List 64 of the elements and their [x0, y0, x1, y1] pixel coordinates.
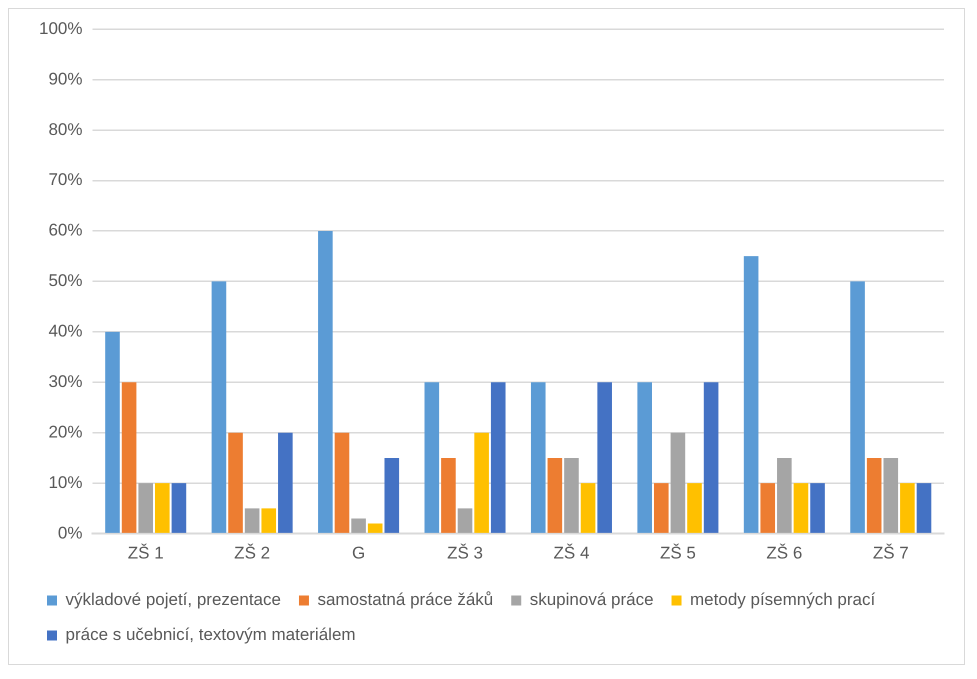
legend-label: skupinová práce [530, 590, 654, 610]
bar [334, 432, 350, 533]
y-tick-label: 20% [48, 422, 82, 442]
bar [105, 332, 120, 533]
x-tick-label: G [352, 543, 366, 562]
bar [810, 483, 825, 533]
bar [122, 382, 136, 533]
legend-label: práce s učebnicí, textovým materiálem [66, 625, 356, 644]
bar [228, 432, 243, 533]
legend-label: samostatná práce žáků [317, 590, 494, 610]
bar [318, 230, 333, 533]
bar [564, 458, 579, 533]
bar [744, 256, 758, 533]
y-tick-label: 30% [48, 372, 82, 391]
y-tick-label: 90% [48, 69, 82, 88]
x-tick-label: ZŠ 3 [447, 543, 483, 562]
bar [654, 483, 669, 533]
bar [261, 508, 276, 533]
bar [670, 432, 686, 533]
x-tick-label: ZŠ 5 [660, 543, 696, 562]
bar [424, 382, 440, 533]
y-tick-label: 80% [48, 120, 82, 139]
y-tick-label: 10% [48, 472, 82, 492]
bar [490, 382, 506, 533]
bar [441, 458, 456, 533]
bar [212, 281, 226, 533]
bar [597, 382, 612, 533]
bar [530, 382, 546, 533]
bar [172, 483, 186, 533]
bar [580, 483, 596, 533]
x-tick-label: ZŠ 2 [234, 543, 270, 562]
bar [687, 483, 702, 533]
bar [704, 382, 718, 533]
bar [637, 382, 652, 533]
y-tick-label: 0% [58, 523, 82, 542]
bar [900, 483, 915, 533]
y-tick-label: 40% [48, 322, 82, 341]
bar [368, 524, 382, 533]
bar [244, 508, 260, 533]
bar [866, 458, 882, 533]
legend-label: výkladové pojetí, prezentace [66, 590, 281, 610]
bar [155, 483, 170, 533]
x-tick-label: ZŠ 7 [872, 543, 909, 562]
y-tick-label: 70% [48, 170, 82, 190]
bar [278, 432, 293, 533]
legend-label: metody písemných prací [690, 590, 876, 610]
bar [850, 281, 865, 533]
bar [474, 432, 489, 533]
bar [138, 483, 154, 533]
bar [916, 483, 932, 533]
bar [384, 458, 400, 533]
bar [548, 458, 562, 533]
x-tick-label: ZŠ 1 [128, 543, 164, 562]
bar [794, 483, 808, 533]
y-tick-label: 50% [48, 271, 82, 290]
bar [777, 458, 792, 533]
bar [351, 518, 366, 533]
x-tick-label: ZŠ 6 [766, 543, 802, 562]
bar [760, 483, 776, 533]
bar [883, 458, 898, 533]
y-tick-label: 100% [38, 18, 82, 38]
y-tick-label: 60% [48, 220, 82, 240]
bar [458, 508, 472, 533]
x-tick-label: ZŠ 4 [554, 543, 590, 562]
